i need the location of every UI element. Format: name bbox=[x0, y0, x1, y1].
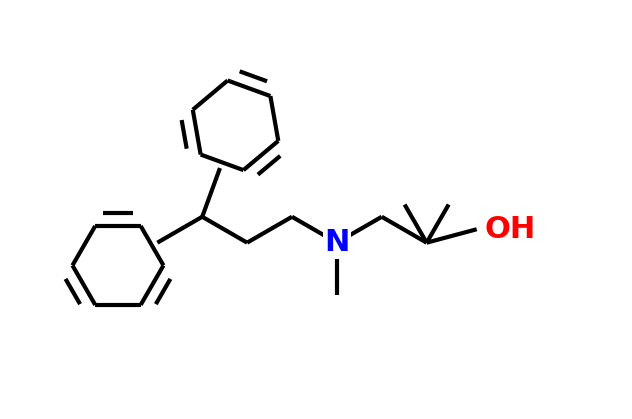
Text: OH: OH bbox=[484, 215, 535, 244]
Text: N: N bbox=[324, 228, 349, 257]
